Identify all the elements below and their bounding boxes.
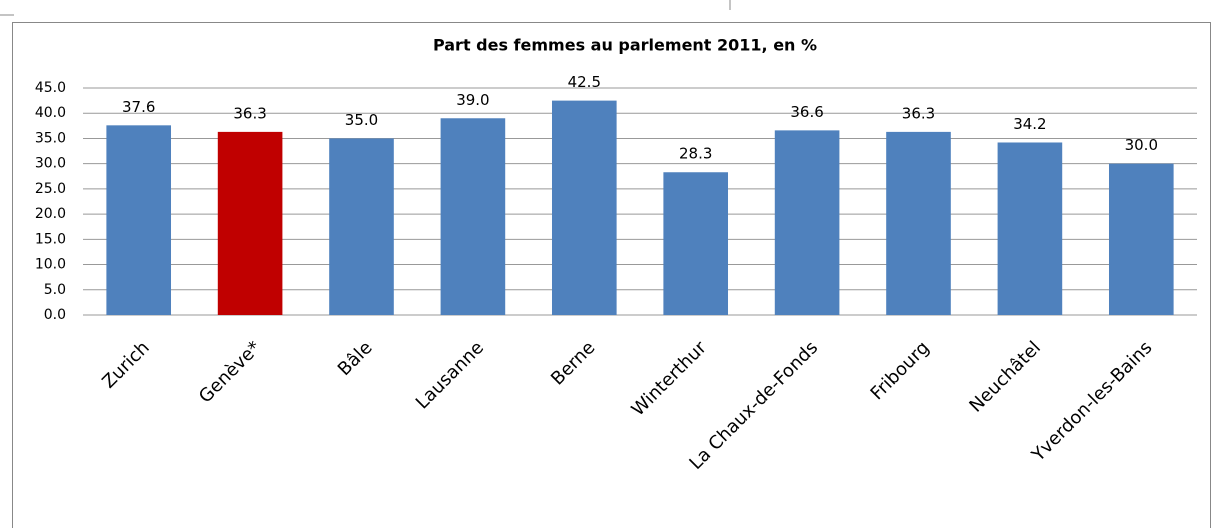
chart-title: Part des femmes au parlement 2011, en % (433, 36, 817, 55)
value-label: 28.3 (679, 145, 712, 163)
value-label: 36.6 (790, 103, 823, 121)
y-tick-label: 20.0 (35, 206, 66, 222)
bar (329, 138, 394, 315)
bar (217, 131, 283, 315)
bar (440, 118, 506, 316)
y-tick-label: 40.0 (35, 105, 66, 121)
value-label: 39.0 (456, 91, 489, 109)
value-label: 42.5 (568, 73, 601, 91)
value-label: 36.3 (233, 104, 266, 122)
y-tick-label: 30.0 (35, 156, 66, 172)
y-tick-label: 35.0 (35, 130, 66, 146)
y-tick-label: 15.0 (35, 231, 66, 247)
bar (551, 100, 617, 315)
bar (774, 130, 840, 315)
bar (997, 142, 1063, 315)
bar (1108, 163, 1174, 315)
value-label: 36.3 (902, 104, 935, 122)
y-tick-label: 45.0 (35, 80, 66, 96)
y-tick-label: 5.0 (44, 282, 66, 298)
value-label: 30.0 (1125, 136, 1158, 154)
value-label: 34.2 (1013, 115, 1046, 133)
y-tick-label: 25.0 (35, 181, 66, 197)
bar (106, 125, 172, 315)
value-label: 35.0 (345, 111, 378, 129)
bar (886, 131, 951, 315)
y-tick-label: 0.0 (44, 307, 66, 323)
bar (663, 172, 729, 315)
value-label: 37.6 (122, 98, 155, 116)
y-tick-label: 10.0 (35, 257, 66, 273)
